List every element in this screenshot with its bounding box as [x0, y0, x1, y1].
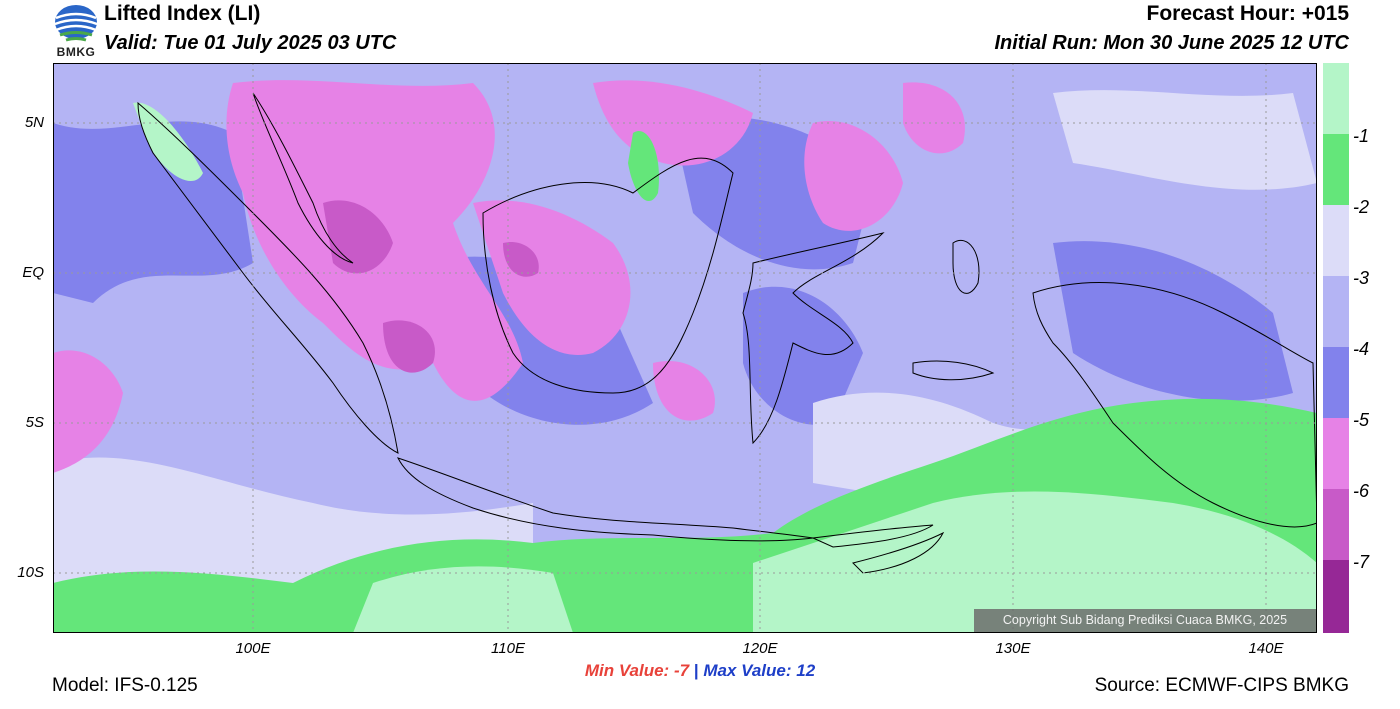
colorbar-label: -1 — [1353, 126, 1370, 146]
region-lavender — [1053, 90, 1317, 190]
coast-nusa-tenggara — [811, 524, 934, 548]
region-lightgreen — [353, 566, 573, 633]
lat-label-eq: EQ — [22, 264, 44, 281]
valid-time: Valid: Tue 01 July 2025 03 UTC — [104, 32, 397, 54]
region-magenta — [653, 361, 715, 421]
colorbar-label: -2 — [1353, 197, 1370, 217]
chart-title: Lifted Index (LI) — [104, 2, 261, 25]
lon-label-130e: 130E — [995, 640, 1031, 657]
initial-run: Initial Run: Mon 30 June 2025 12 UTC — [994, 32, 1349, 54]
coast-halmahera — [952, 240, 980, 294]
max-value: 12 — [796, 661, 816, 680]
lat-label-5n: 5N — [24, 114, 44, 131]
region-purple — [503, 242, 539, 277]
forecast-hour: Forecast Hour: +015 — [1146, 2, 1350, 25]
coast-maluku — [912, 360, 995, 381]
region-green — [133, 102, 203, 182]
colorbar-label: -3 — [1353, 268, 1370, 288]
region-magenta — [903, 82, 965, 154]
logo-label: BMKG — [56, 45, 96, 59]
colorbar-label: -7 — [1353, 552, 1370, 572]
colorbar — [1323, 63, 1349, 633]
colorbar-label: -6 — [1353, 481, 1370, 501]
colorbar-segment-7 — [1323, 489, 1349, 560]
source-label: Source: ECMWF-CIPS BMKG — [1094, 675, 1349, 696]
coast-malay-peninsula — [252, 92, 354, 264]
max-value-label: Max Value: — [703, 661, 792, 680]
region-blue — [53, 121, 253, 303]
region-lightgreen — [753, 491, 1317, 633]
copyright-notice: Copyright Sub Bidang Prediksi Cuaca BMKG… — [974, 609, 1316, 632]
colorbar-segment-5 — [1323, 347, 1349, 418]
colorbar-segment-3 — [1323, 205, 1349, 276]
separator: | — [693, 661, 699, 680]
map-frame — [53, 63, 1317, 633]
lat-label-10s: 10S — [17, 564, 44, 581]
min-max-values: Min Value: -7 | Max Value: 12 — [0, 661, 1400, 681]
lon-label-120e: 120E — [742, 640, 778, 657]
min-value: -7 — [673, 661, 690, 680]
colorbar-segment-8 — [1323, 560, 1349, 633]
colorbar-segment-6 — [1323, 418, 1349, 489]
lon-label-100e: 100E — [235, 640, 271, 657]
region-magenta — [53, 350, 123, 473]
region-magenta — [804, 121, 903, 231]
lifted-index-map — [53, 63, 1317, 633]
colorbar-segment-4 — [1323, 276, 1349, 347]
coast-sulawesi — [742, 232, 885, 445]
region-blue — [1053, 241, 1293, 401]
lon-label-140e: 140E — [1248, 640, 1284, 657]
colorbar-segment-2 — [1323, 134, 1349, 205]
coast-papua — [1032, 282, 1317, 528]
min-value-label: Min Value: — [584, 661, 670, 680]
lon-label-110e: 110E — [491, 640, 525, 657]
coast-borneo — [482, 157, 734, 394]
bmkg-logo: BMKG — [52, 2, 100, 60]
region-purple — [323, 200, 393, 274]
region-blue — [743, 286, 863, 425]
region-green — [628, 131, 659, 202]
colorbar-label: -5 — [1353, 410, 1370, 430]
colorbar-label: -4 — [1353, 339, 1370, 359]
region-purple — [383, 320, 435, 373]
coast-timor — [852, 531, 945, 574]
model-label: Model: IFS-0.125 — [52, 675, 198, 696]
region-magenta — [473, 200, 631, 355]
colorbar-segment-1 — [1323, 63, 1349, 134]
lat-label-5s: 5S — [25, 414, 44, 431]
